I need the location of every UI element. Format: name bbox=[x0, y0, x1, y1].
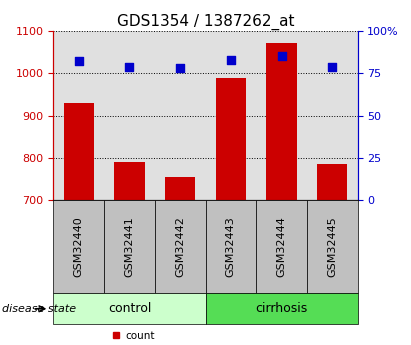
Bar bbox=[155, 200, 206, 293]
Bar bbox=[64, 103, 94, 200]
Bar bbox=[206, 293, 358, 324]
Bar bbox=[206, 200, 256, 293]
Point bbox=[278, 54, 285, 59]
Bar bbox=[165, 177, 195, 200]
Text: cirrhosis: cirrhosis bbox=[255, 302, 308, 315]
Bar bbox=[307, 200, 358, 293]
Bar bbox=[216, 78, 246, 200]
Point bbox=[329, 64, 335, 69]
Bar bbox=[266, 43, 297, 200]
Text: GSM32444: GSM32444 bbox=[277, 216, 286, 277]
Title: GDS1354 / 1387262_at: GDS1354 / 1387262_at bbox=[117, 13, 294, 30]
Bar bbox=[317, 164, 347, 200]
Text: GSM32441: GSM32441 bbox=[125, 216, 134, 277]
Text: GSM32445: GSM32445 bbox=[327, 216, 337, 277]
Point bbox=[177, 66, 183, 71]
Text: disease state: disease state bbox=[2, 304, 76, 314]
Point bbox=[76, 59, 82, 64]
Text: GSM32440: GSM32440 bbox=[74, 216, 84, 277]
Bar bbox=[114, 162, 145, 200]
Bar bbox=[53, 200, 104, 293]
Legend: count, percentile rank within the sample: count, percentile rank within the sample bbox=[108, 327, 306, 345]
Text: GSM32443: GSM32443 bbox=[226, 216, 236, 277]
Text: GSM32442: GSM32442 bbox=[175, 216, 185, 277]
Bar bbox=[256, 200, 307, 293]
Bar bbox=[53, 293, 206, 324]
Point bbox=[126, 64, 133, 69]
Text: control: control bbox=[108, 302, 151, 315]
Bar bbox=[104, 200, 155, 293]
Point bbox=[228, 57, 234, 62]
